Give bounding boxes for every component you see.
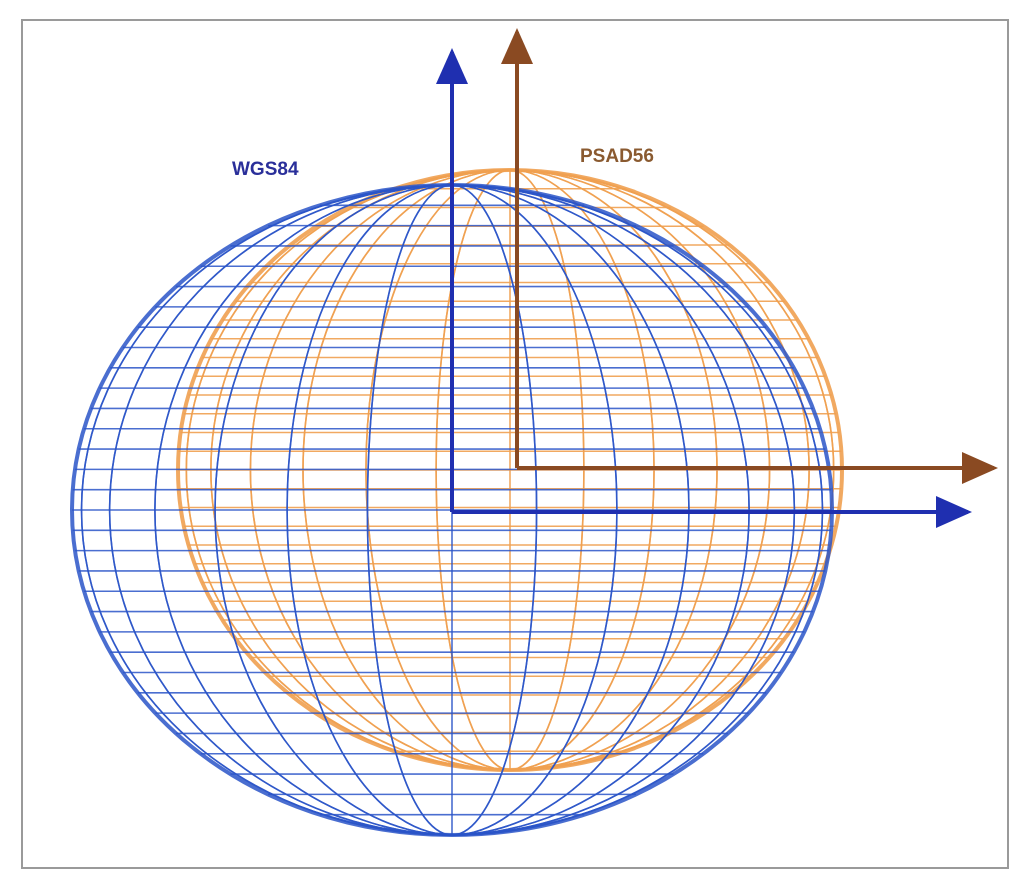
wgs84-label: WGS84 xyxy=(232,159,299,180)
psad56-label: PSAD56 xyxy=(580,146,654,167)
